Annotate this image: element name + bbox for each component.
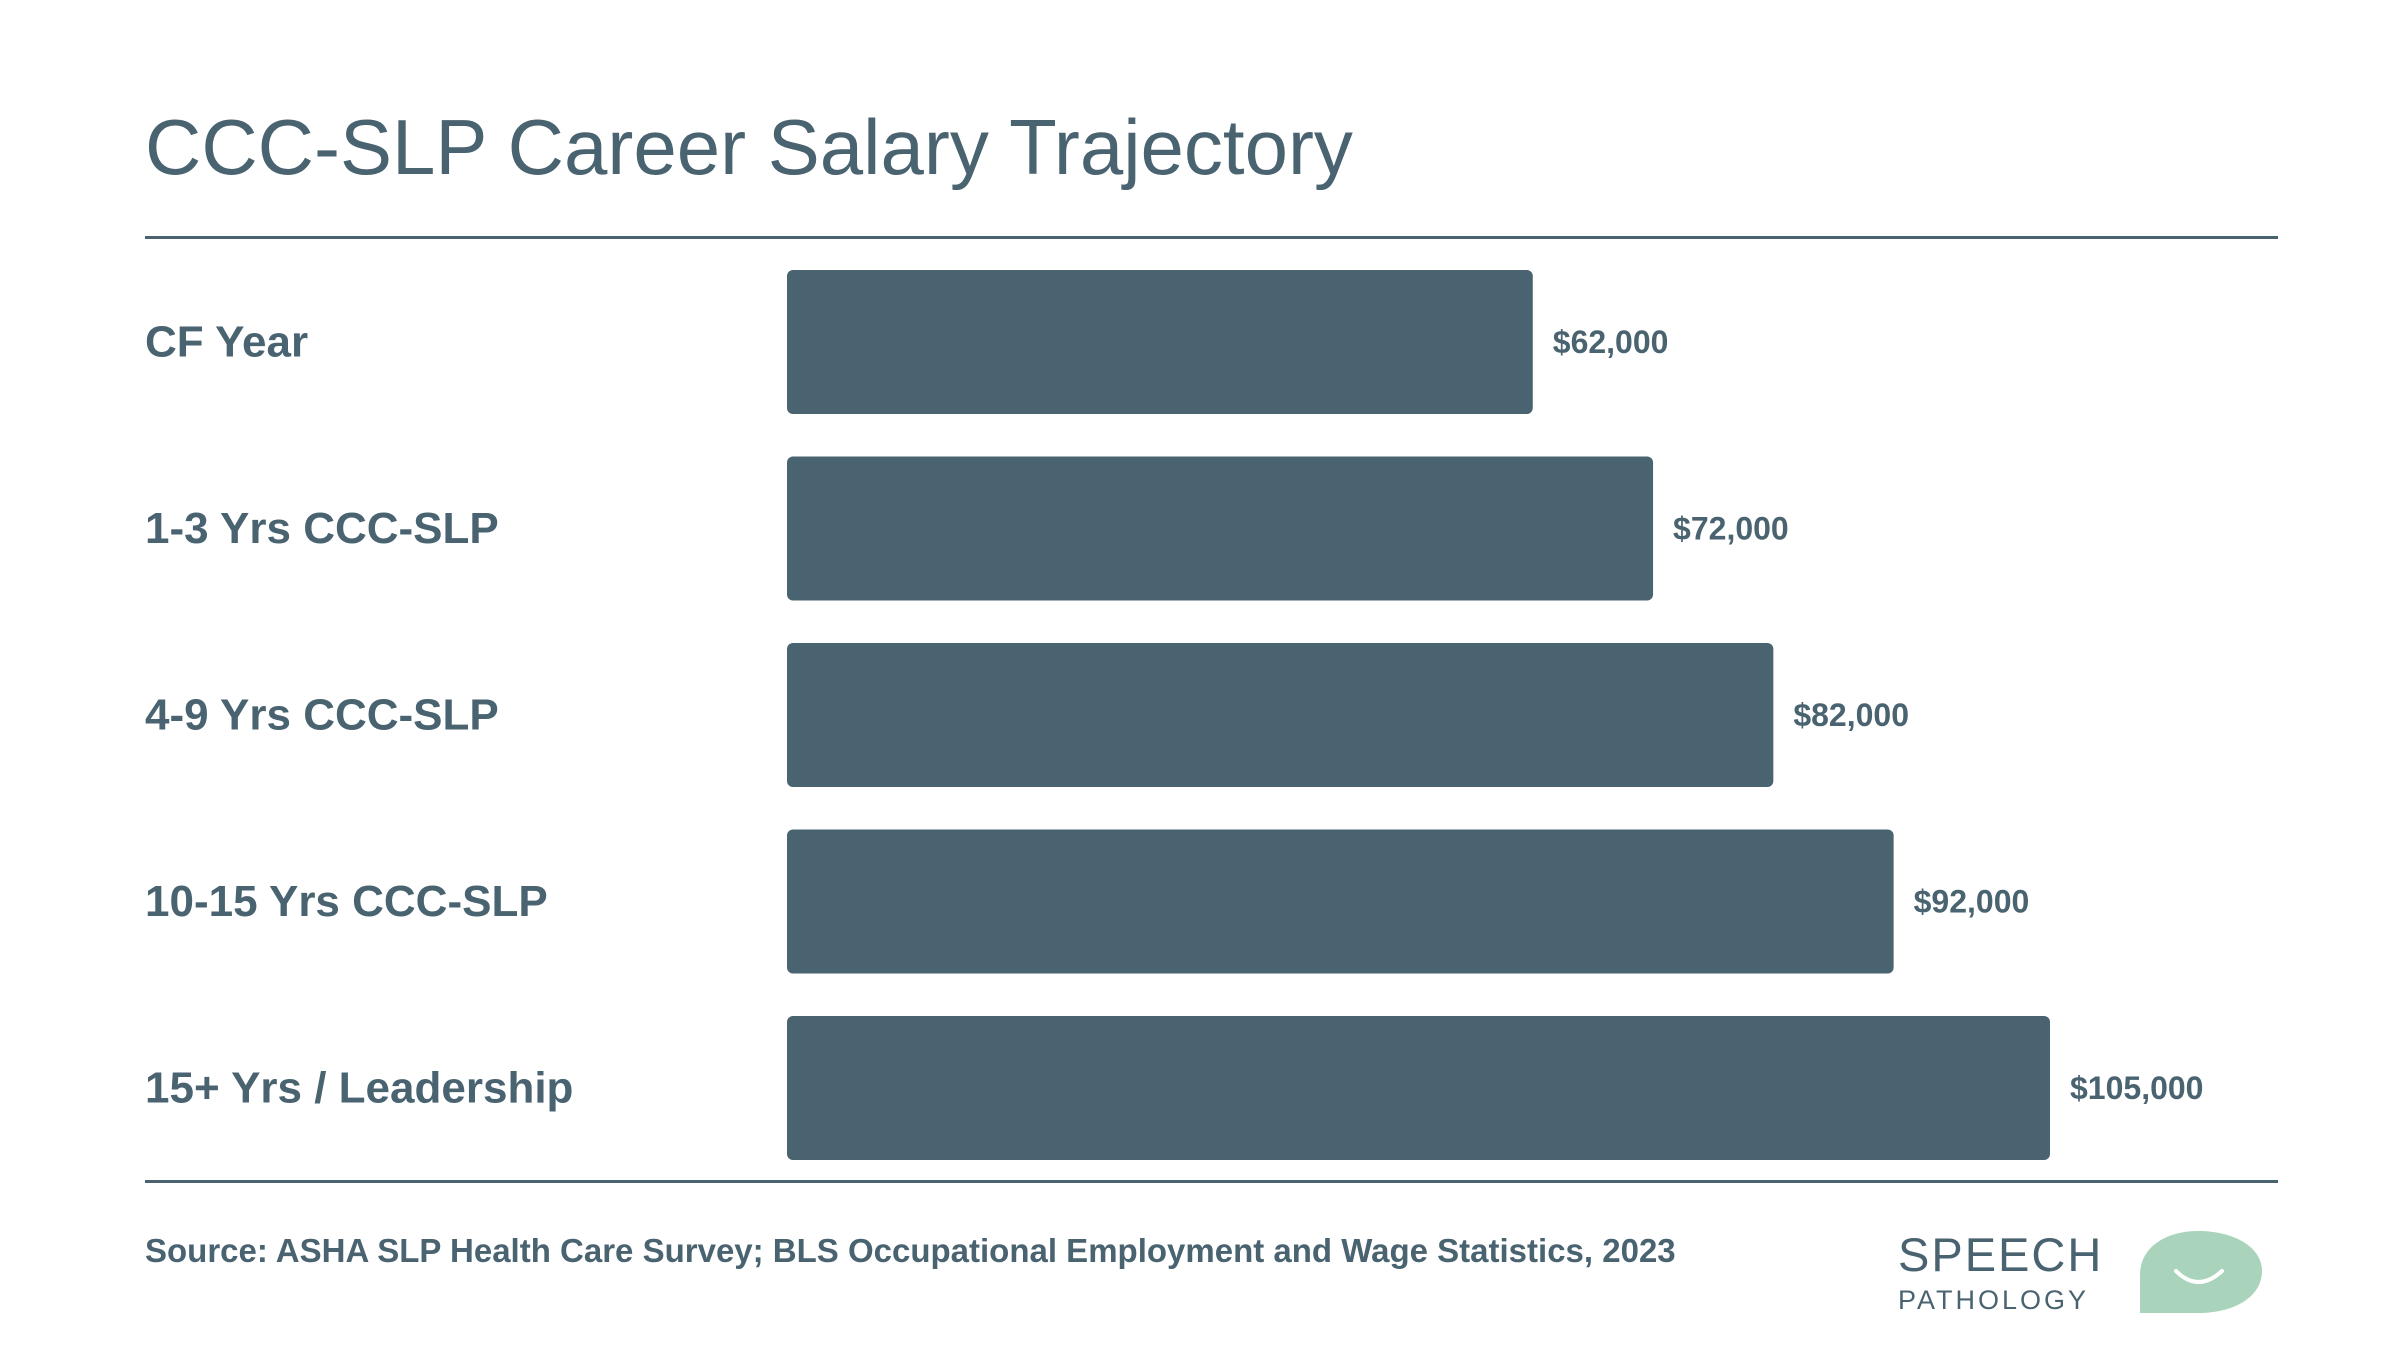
category-label: 4-9 Yrs CCC-SLP bbox=[145, 691, 499, 740]
salary-bar bbox=[787, 1016, 2050, 1160]
logo-word-pathology: PATHOLOGY bbox=[1898, 1285, 2090, 1315]
value-label: $92,000 bbox=[1914, 884, 2030, 920]
speech-bubble-icon bbox=[2140, 1231, 2262, 1313]
logo-word-speech: SPEECH bbox=[1898, 1228, 2104, 1281]
speech-pathology-logo: SPEECH PATHOLOGY bbox=[1898, 1225, 2268, 1325]
category-label: 15+ Yrs / Leadership bbox=[145, 1064, 573, 1113]
salary-bar bbox=[787, 456, 1654, 601]
category-label: 10-15 Yrs CCC-SLP bbox=[145, 877, 548, 926]
value-label: $105,000 bbox=[2070, 1070, 2203, 1106]
bottom-divider bbox=[145, 1180, 2278, 1183]
category-label: CF Year bbox=[145, 318, 308, 367]
category-label: 1-3 Yrs CCC-SLP bbox=[145, 504, 499, 553]
salary-bar bbox=[787, 270, 1533, 414]
salary-bar bbox=[787, 829, 1894, 974]
value-label: $62,000 bbox=[1553, 324, 1669, 360]
value-label: $72,000 bbox=[1673, 511, 1789, 547]
source-note: Source: ASHA SLP Health Care Survey; BLS… bbox=[145, 1232, 1676, 1269]
value-label: $82,000 bbox=[1793, 697, 1909, 733]
page-title: CCC-SLP Career Salary Trajectory bbox=[145, 103, 1353, 191]
top-divider bbox=[145, 236, 2278, 239]
salary-bar bbox=[787, 643, 1774, 787]
